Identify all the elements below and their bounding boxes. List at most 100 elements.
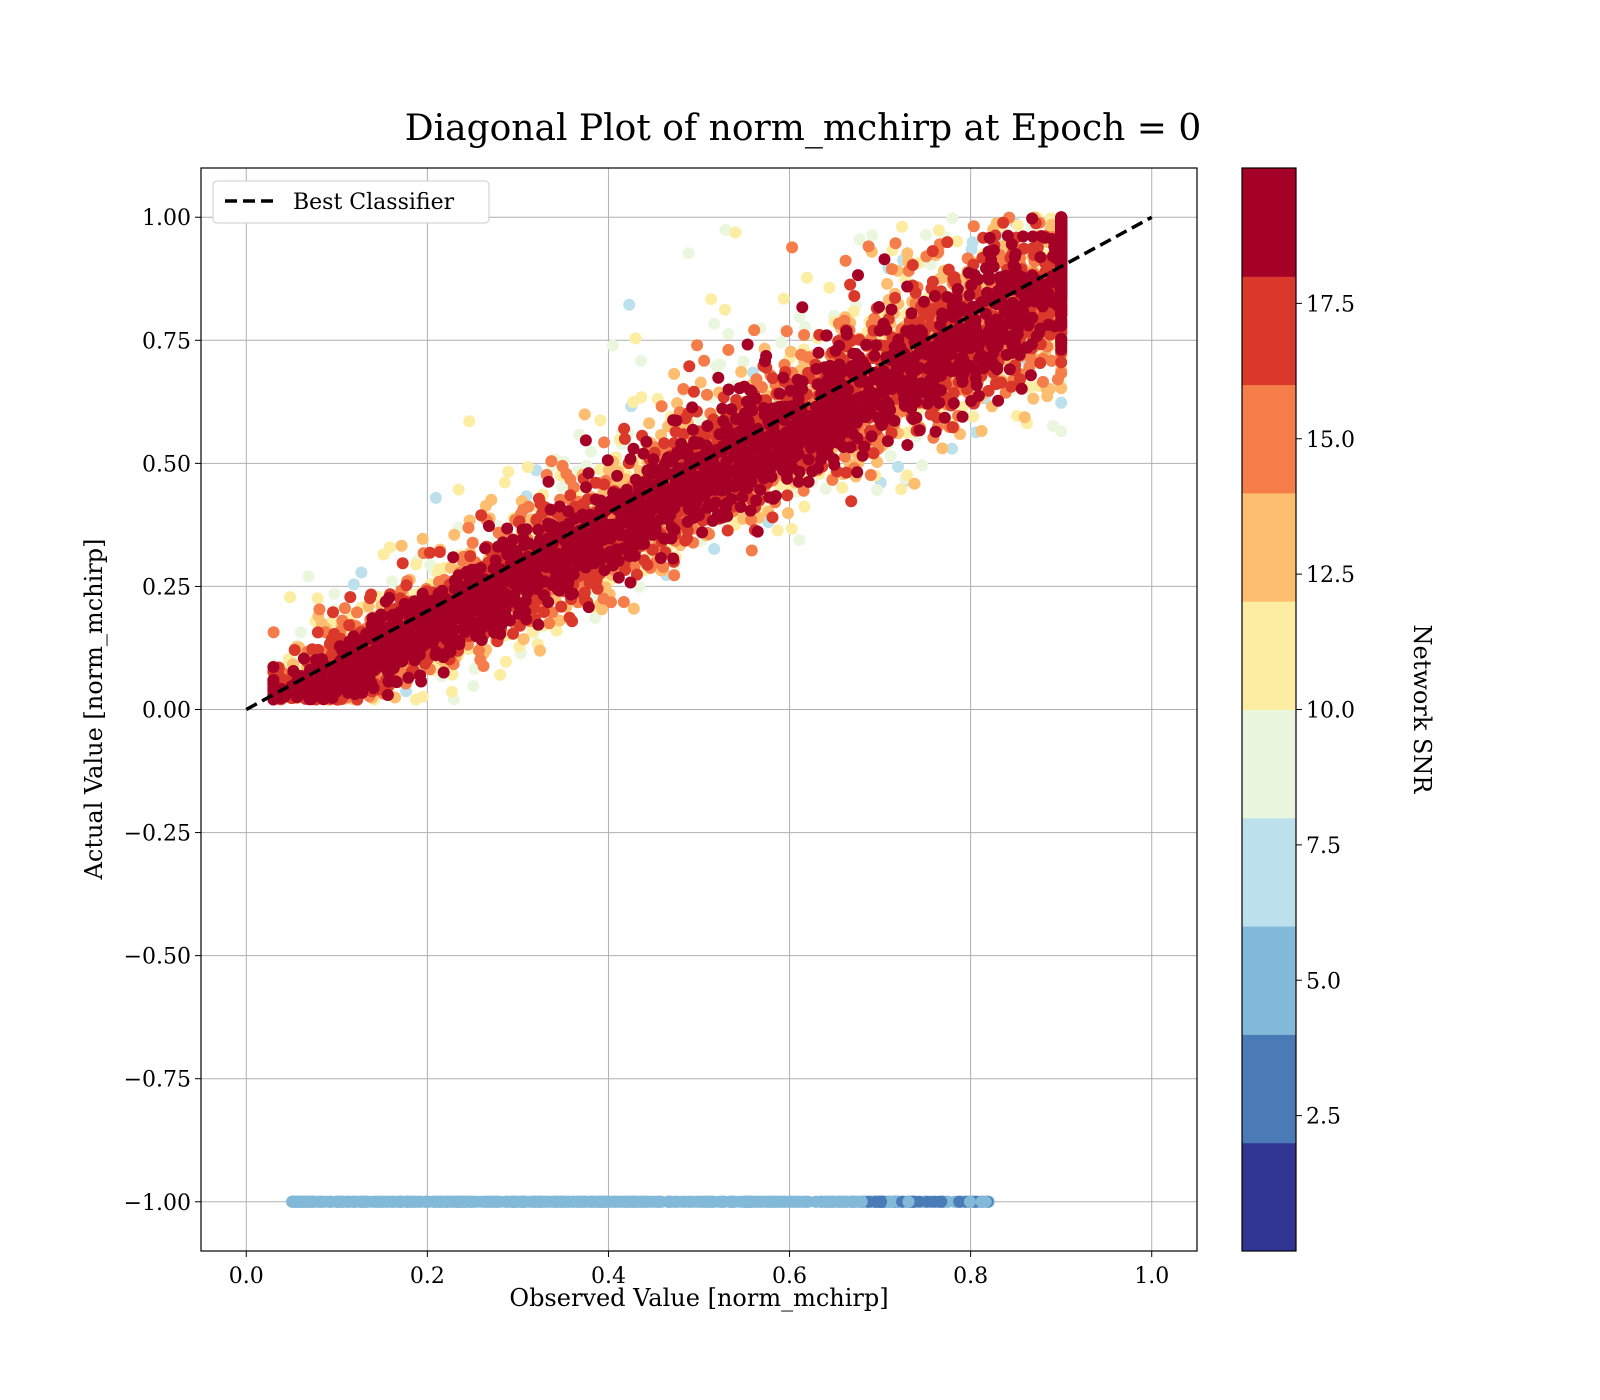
- data-point: [494, 668, 507, 681]
- data-point: [745, 513, 758, 526]
- data-point: [618, 422, 631, 435]
- data-point: [429, 491, 442, 504]
- data-point: [629, 332, 642, 345]
- data-point: [793, 310, 806, 323]
- data-point: [721, 524, 734, 537]
- data-point: [564, 473, 577, 486]
- data-point: [522, 500, 535, 513]
- data-point: [889, 291, 901, 304]
- data-point: [635, 391, 648, 404]
- data-point: [975, 425, 988, 437]
- data-point: [862, 240, 875, 253]
- data-point: [946, 421, 959, 434]
- data-point: [946, 212, 959, 225]
- data-point: [748, 324, 761, 337]
- data-point: [771, 524, 784, 537]
- data-point: [400, 579, 413, 592]
- data-point: [892, 460, 904, 473]
- data-point: [844, 278, 857, 291]
- data-point: [328, 587, 341, 600]
- data-point: [668, 367, 681, 380]
- data-point: [418, 657, 431, 670]
- data-point: [578, 586, 591, 599]
- data-point: [617, 596, 630, 608]
- data-point: [871, 484, 883, 496]
- data-point: [294, 626, 307, 639]
- data-point: [409, 693, 422, 706]
- data-point: [531, 513, 543, 526]
- data-point: [1051, 373, 1064, 386]
- data-point: [311, 592, 324, 605]
- data-point: [1011, 219, 1024, 232]
- data-point: [462, 521, 475, 534]
- data-point: [908, 477, 921, 490]
- data-point: [901, 426, 914, 439]
- data-point: [605, 596, 617, 609]
- data-point: [719, 223, 732, 236]
- data-point: [423, 546, 436, 559]
- data-point: [444, 561, 457, 574]
- data-point: [823, 281, 836, 294]
- data-point: [627, 602, 640, 615]
- data-point: [396, 557, 409, 570]
- data-point: [936, 442, 949, 455]
- data-point: [885, 263, 898, 276]
- data-point: [679, 412, 692, 425]
- data-point: [735, 365, 748, 378]
- data-point: [502, 465, 515, 478]
- data-point: [1018, 411, 1031, 424]
- data-point: [452, 483, 465, 496]
- data-point: [781, 489, 794, 502]
- data-point: [683, 360, 696, 373]
- data-point: [555, 600, 568, 613]
- data-point: [550, 624, 563, 637]
- data-point: [1045, 218, 1058, 231]
- data-point: [564, 489, 577, 502]
- data-point: [729, 226, 742, 239]
- data-point: [578, 408, 591, 421]
- data-point: [722, 343, 735, 356]
- data-point: [485, 493, 498, 506]
- data-point: [537, 606, 550, 618]
- data-point: [351, 606, 363, 619]
- data-point: [881, 277, 894, 290]
- data-point: [722, 327, 735, 340]
- data-point: [284, 591, 297, 604]
- data-point: [926, 245, 939, 258]
- data-point: [395, 539, 408, 552]
- data-point: [631, 568, 643, 581]
- data-point: [433, 546, 446, 558]
- data-point: [795, 348, 808, 361]
- data-point: [467, 680, 480, 693]
- data-point: [364, 592, 376, 605]
- data-point: [694, 376, 707, 389]
- data-point: [942, 263, 955, 276]
- data-point: [466, 536, 479, 549]
- data-point: [797, 484, 810, 497]
- data-point: [967, 410, 980, 423]
- data-points: [267, 211, 1068, 1208]
- plot-area: 0.0 0.2 0.4 0.6 0.8 1.0 1.000.750.500.250.00−…: [124, 167, 1198, 1289]
- data-point: [1037, 375, 1049, 388]
- data-point: [464, 550, 477, 563]
- data-point: [766, 372, 779, 385]
- data-point: [498, 476, 511, 489]
- data-point: [906, 259, 919, 271]
- data-point: [553, 614, 566, 627]
- data-point: [681, 532, 694, 545]
- data-point: [267, 626, 280, 639]
- data-point: [583, 576, 596, 589]
- data-point: [474, 653, 487, 666]
- data-point: [839, 254, 852, 267]
- data-point: [507, 627, 519, 640]
- data-point: [901, 247, 914, 260]
- data-point: [839, 450, 851, 463]
- data-point: [1055, 396, 1068, 409]
- data-point: [798, 329, 811, 341]
- data-point: [889, 237, 902, 250]
- data-point: [288, 644, 301, 656]
- data-point: [589, 611, 602, 624]
- data-point: [866, 229, 879, 242]
- data-point: [951, 235, 964, 248]
